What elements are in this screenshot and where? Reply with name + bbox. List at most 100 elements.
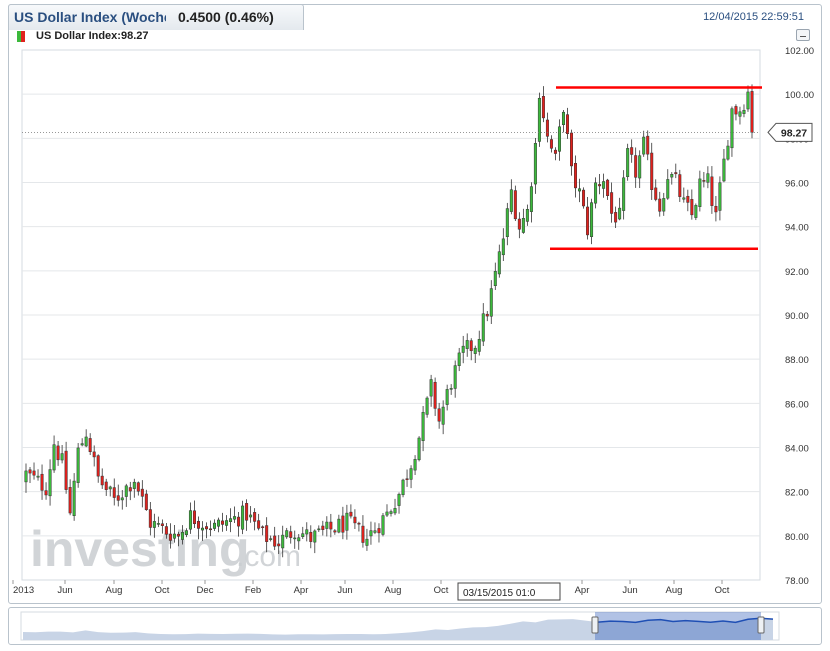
candle-body: [88, 438, 92, 452]
candle-up: [409, 465, 413, 489]
candle-down: [582, 187, 586, 209]
candle-down: [630, 139, 634, 163]
candle-up: [746, 85, 750, 112]
candle-body: [533, 143, 537, 185]
candle-body: [726, 145, 730, 160]
y-tick-label: 84.00: [785, 444, 809, 455]
candle-body: [389, 511, 393, 514]
candle-body: [172, 533, 176, 539]
candle-body: [654, 187, 658, 200]
candle-body: [529, 186, 533, 212]
candle-body: [345, 512, 349, 531]
candle-up: [578, 178, 582, 203]
candle-up: [60, 444, 64, 464]
timestamp: 12/04/2015 22:59:51: [703, 11, 804, 23]
candle-up: [706, 166, 710, 189]
candle-down: [104, 478, 108, 496]
candle-down: [714, 196, 718, 222]
candle-up: [622, 170, 626, 220]
candle-body: [369, 530, 373, 537]
candle-up: [441, 400, 445, 435]
candle-up: [217, 517, 221, 533]
candle-up: [225, 515, 229, 531]
candle-body: [385, 511, 389, 516]
candle-body: [545, 119, 549, 137]
candle-up: [297, 534, 301, 550]
candle-down: [88, 433, 92, 456]
candle-down: [289, 525, 293, 544]
candle-body: [192, 510, 196, 525]
candle-down: [750, 84, 754, 139]
candle-body: [184, 530, 188, 535]
watermark-suffix: .com: [236, 540, 301, 573]
candle-down: [329, 513, 333, 538]
candle-body: [176, 533, 180, 537]
candle-body: [168, 533, 172, 541]
navigator-chart[interactable]: [9, 608, 821, 644]
candle-body: [357, 522, 361, 525]
candle-body: [425, 397, 429, 415]
candle-body: [586, 206, 590, 236]
y-axis: 78.00 80.00 82.00 84.00 86.00 88.00 90.00 92.00…: [785, 46, 814, 587]
candle-up: [493, 262, 497, 291]
candle-body: [634, 155, 638, 178]
candle-up: [670, 172, 674, 185]
candle-up: [293, 530, 297, 549]
navigator-left-handle: [591, 616, 599, 634]
candle-body: [353, 516, 357, 524]
candle-body: [481, 313, 485, 342]
minimize-icon[interactable]: [796, 29, 810, 41]
candle-down: [437, 402, 441, 429]
candle-body: [473, 347, 477, 354]
candle-body: [148, 509, 152, 528]
candle-down: [176, 531, 180, 547]
candle-up: [602, 173, 606, 198]
candle-down: [634, 147, 638, 188]
grid-lines: [22, 93, 760, 537]
candle-body: [553, 149, 557, 154]
candle-up: [305, 522, 309, 542]
candle-up: [285, 527, 289, 539]
candle-body: [144, 493, 148, 510]
chart-tab[interactable]: [8, 4, 304, 30]
candle-body: [289, 531, 293, 538]
candle-body: [341, 515, 345, 533]
candle-body: [574, 163, 578, 189]
candle-body: [509, 189, 513, 212]
candle-body: [734, 106, 738, 115]
candle-down: [341, 506, 345, 540]
candle-body: [361, 525, 365, 543]
candle-body: [329, 521, 333, 530]
candle-up: [718, 176, 722, 221]
candle-body: [277, 543, 281, 547]
candle-up: [417, 436, 421, 462]
candle-body: [305, 529, 309, 535]
candle-up: [132, 478, 136, 498]
candle-body: [501, 238, 505, 256]
candle-down: [333, 529, 337, 535]
y-tick-label: 90.00: [785, 311, 809, 322]
x-tick-label: Oct: [434, 585, 449, 596]
candle-up: [742, 104, 746, 118]
candle-up: [365, 528, 369, 551]
navigator-panel[interactable]: [8, 607, 822, 645]
candle-body: [429, 379, 433, 397]
candle-body: [618, 207, 622, 220]
candle-body: [590, 202, 594, 237]
candle-up: [184, 528, 188, 538]
candle-body: [293, 537, 297, 540]
y-tick-label: 80.00: [785, 532, 809, 543]
candle-body: [678, 174, 682, 197]
watermark-text: investing: [30, 521, 249, 577]
candle-body: [112, 487, 116, 498]
candle-up: [180, 525, 184, 545]
candle-up: [120, 490, 124, 510]
candle-body: [598, 184, 602, 187]
candle-down: [144, 489, 148, 511]
candle-down: [136, 481, 140, 496]
candle-body: [213, 522, 217, 529]
y-tick-label: 102.00: [785, 46, 814, 57]
candle-body: [180, 532, 184, 540]
candle-up: [505, 202, 509, 246]
